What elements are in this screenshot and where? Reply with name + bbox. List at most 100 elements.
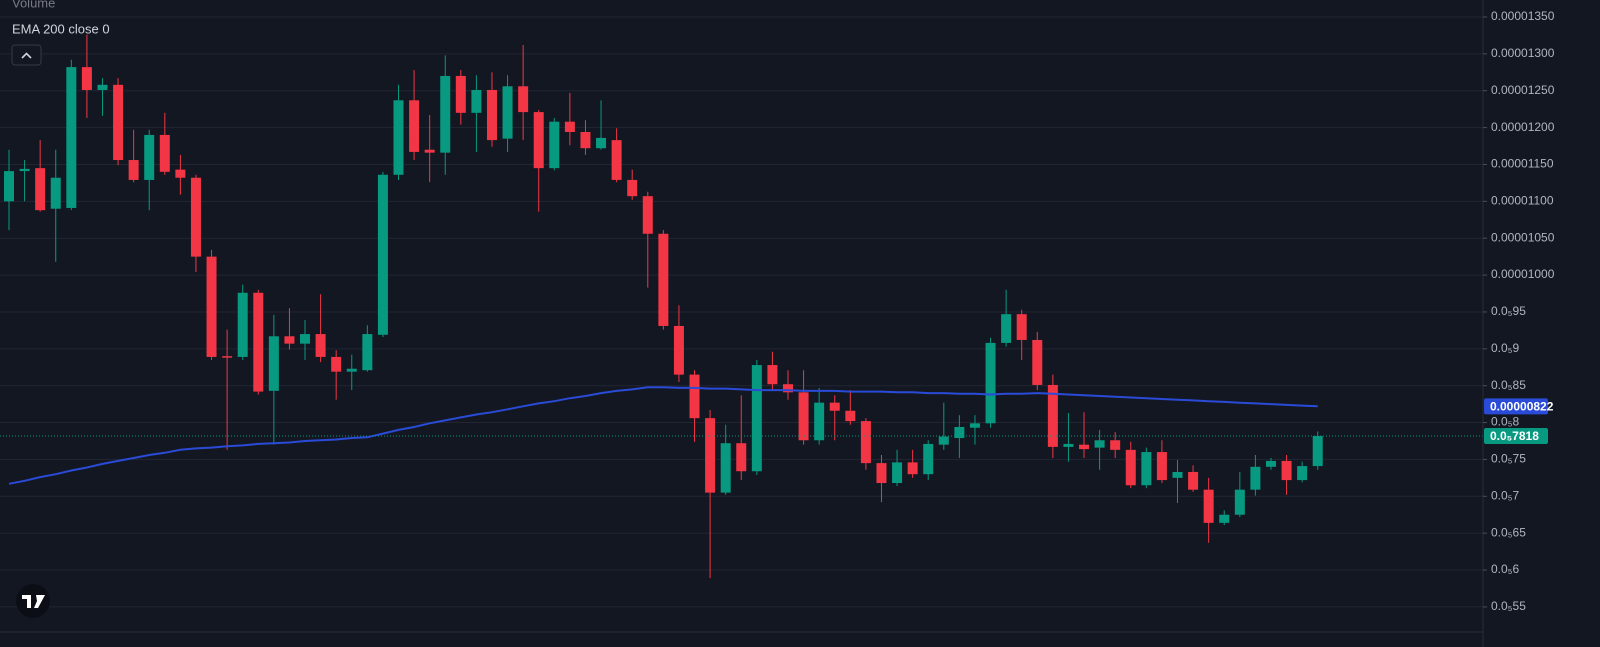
candle-body bbox=[206, 256, 217, 357]
candle-body bbox=[1265, 460, 1276, 467]
ema-legend: EMA 200 close 0 bbox=[12, 21, 110, 36]
candle-body bbox=[767, 365, 778, 385]
y-tick-label: 0.00001250 bbox=[1491, 83, 1555, 97]
candle-body bbox=[1297, 466, 1308, 481]
candle-body bbox=[1110, 440, 1121, 450]
candle-body bbox=[642, 196, 653, 234]
candle-body bbox=[222, 356, 233, 358]
y-tick-label: 0.0₅65 bbox=[1491, 525, 1526, 539]
candle-body bbox=[860, 421, 871, 464]
candle-body bbox=[1203, 489, 1214, 523]
candle-body bbox=[175, 169, 186, 178]
candle-body bbox=[393, 100, 404, 175]
candle-body bbox=[455, 75, 466, 113]
candle-body bbox=[362, 334, 373, 371]
candle-body bbox=[237, 292, 248, 357]
y-tick-label: 0.0₅7 bbox=[1491, 488, 1520, 502]
candle-body bbox=[1079, 444, 1090, 450]
candle-body bbox=[113, 84, 124, 161]
candle-body bbox=[284, 336, 295, 344]
logo-mark bbox=[22, 595, 45, 608]
candle-body bbox=[954, 426, 965, 439]
candle-body bbox=[658, 233, 669, 326]
y-tick-label: 0.00001350 bbox=[1491, 9, 1555, 23]
candle-body bbox=[1001, 314, 1012, 343]
plot bbox=[0, 34, 1483, 579]
candle-body bbox=[611, 140, 622, 180]
price-label-box bbox=[1484, 427, 1548, 444]
price-label: 0.00000822 bbox=[1490, 400, 1554, 414]
candle-body bbox=[1234, 489, 1245, 515]
y-tick-label: 0.00001100 bbox=[1491, 193, 1554, 207]
candle-body bbox=[985, 342, 996, 424]
candle-body bbox=[4, 171, 14, 202]
candle-body bbox=[268, 336, 279, 391]
y-tick-label: 0.0₅95 bbox=[1491, 304, 1526, 318]
collapse-button[interactable] bbox=[11, 44, 42, 66]
y-tick-label: 0.00001200 bbox=[1491, 120, 1555, 134]
candle-body bbox=[892, 462, 903, 484]
ema-line bbox=[8, 386, 1318, 485]
candle-body bbox=[1188, 471, 1199, 490]
candle-body bbox=[128, 160, 139, 180]
candle-body bbox=[1047, 384, 1058, 447]
candle-body bbox=[1032, 339, 1043, 385]
caret-icon bbox=[21, 52, 32, 59]
candle-body bbox=[300, 334, 311, 344]
candle-body bbox=[409, 100, 420, 152]
candle-body bbox=[159, 134, 170, 172]
y-tick-label: 0.00001050 bbox=[1491, 230, 1555, 244]
logo bbox=[16, 584, 50, 618]
candle-body bbox=[720, 443, 731, 493]
candle-body bbox=[471, 89, 482, 113]
y-tick-label: 0.00001150 bbox=[1491, 157, 1554, 171]
candle-body bbox=[97, 84, 108, 90]
y-tick-label: 0.0₅85 bbox=[1491, 378, 1526, 392]
y-tick-label: 0.00001300 bbox=[1491, 46, 1555, 60]
candle-body bbox=[673, 325, 684, 375]
candle-body bbox=[1172, 471, 1183, 478]
candle-body bbox=[81, 67, 92, 90]
y-tick-label: 0.0₅8 bbox=[1491, 415, 1520, 429]
candle-body bbox=[190, 177, 201, 257]
candle-body bbox=[580, 132, 591, 149]
price-label-box bbox=[1484, 398, 1548, 415]
candle-body bbox=[1141, 452, 1152, 486]
candle-body bbox=[1281, 460, 1292, 481]
candle-body bbox=[1063, 443, 1074, 447]
candle-body bbox=[969, 423, 980, 428]
candle-body bbox=[440, 75, 451, 153]
candle-body bbox=[876, 463, 887, 484]
candle-body bbox=[253, 292, 264, 392]
candle-body bbox=[50, 177, 61, 209]
candle-body bbox=[1312, 435, 1323, 467]
button-frame[interactable] bbox=[11, 44, 42, 66]
candle-body bbox=[705, 418, 716, 493]
candle-body bbox=[814, 402, 825, 441]
candle-body bbox=[144, 134, 155, 180]
candle-body bbox=[798, 392, 809, 441]
y-tick-label: 0.00001000 bbox=[1491, 267, 1555, 281]
y-tick-label: 0.0₅75 bbox=[1491, 452, 1526, 466]
y-tick-label: 0.0₅55 bbox=[1491, 599, 1526, 613]
candle-body bbox=[502, 86, 513, 139]
volume-legend: Volume bbox=[12, 0, 55, 10]
candle-body bbox=[845, 410, 856, 422]
candle-body bbox=[1156, 452, 1167, 481]
candle-body bbox=[35, 168, 46, 211]
candle-body bbox=[533, 112, 544, 169]
candle-body bbox=[938, 436, 949, 445]
candle-body bbox=[564, 121, 575, 133]
candle-body bbox=[346, 368, 357, 372]
price-label: 0.0₅7818 bbox=[1490, 429, 1539, 443]
candle-body bbox=[1016, 314, 1027, 340]
candle-body bbox=[783, 384, 793, 393]
candle-body bbox=[923, 443, 934, 475]
candle-body bbox=[1125, 449, 1136, 486]
candle-body bbox=[596, 137, 607, 149]
candle-body bbox=[829, 402, 840, 411]
candle-body bbox=[907, 462, 918, 475]
candle-body bbox=[627, 179, 638, 197]
